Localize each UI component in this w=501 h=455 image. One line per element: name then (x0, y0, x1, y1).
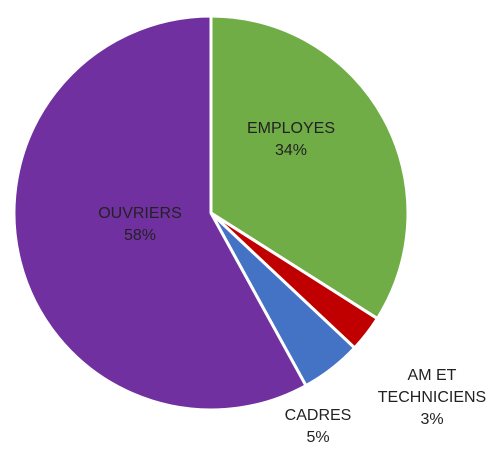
slice-label: OUVRIERS (98, 205, 182, 222)
slice-value-label: 5% (306, 429, 329, 446)
slice-value-label: 3% (420, 411, 443, 428)
slice-label: EMPLOYES (247, 120, 335, 137)
slice-value-label: 58% (124, 227, 156, 244)
slice-value-label: 34% (275, 142, 307, 159)
slice-label: CADRES (285, 407, 352, 424)
pie-slice (12, 14, 308, 412)
slice-label: AM ET TECHNICIENS (378, 367, 486, 406)
